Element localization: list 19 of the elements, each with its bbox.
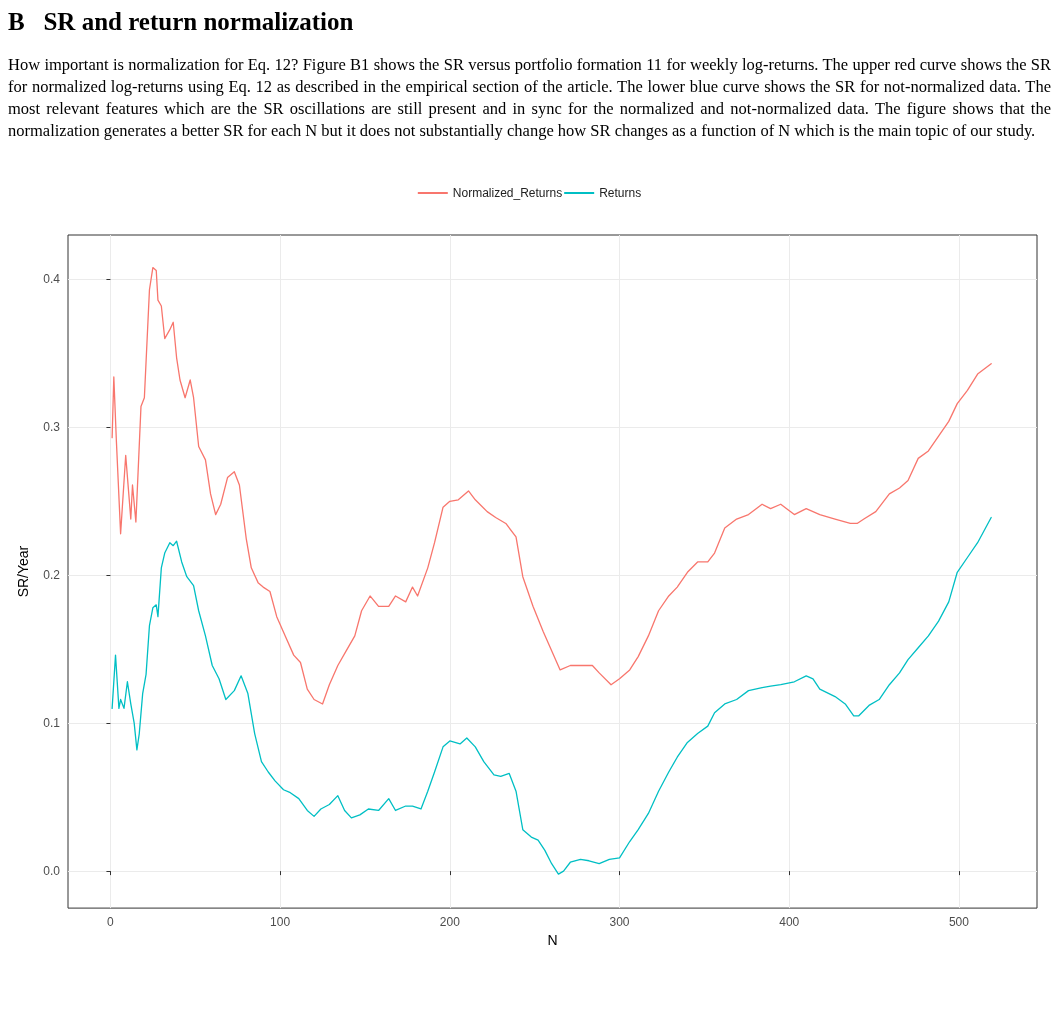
y-tick-label: 0.0 [43,864,61,879]
x-tick-label: 400 [779,915,800,930]
x-tick-label: 200 [439,915,461,930]
x-tick-label: 300 [609,915,630,930]
y-tick-label: 0.3 [43,420,61,435]
y-tick-label: 0.4 [43,272,61,287]
x-tick-label: 0 [107,915,115,930]
y-tick-label: 0.2 [43,568,61,583]
legend-label: Returns [599,186,642,200]
x-tick-label: 100 [270,915,291,930]
line-series [111,516,992,875]
y-axis-title: SR/Year [15,545,31,598]
line-series [111,266,992,705]
legend-label: Normalized_Returns [452,186,563,200]
chart-subtitle: How important is normalization for Eq. 12? Figure B1 shows the SR versus portfolio formation 11 for weekly log-returns. The upper red curve shows the SR for normalized log-returns using Eq. 12 as described in the empirical section of the article. The lower blue curve shows the SR for not-normalized data. The most relevant features which are the SR oscillations are still present and in sync for the normalized and not-normalized data. The figure shows that the normalization generates a better SR for each N but it does not substantially change how SR changes as a function of N which is the main topic of our study. [8,54,1051,142]
x-tick-label: 500 [948,915,970,930]
x-axis-title: N [547,932,558,948]
y-tick-label: 0.1 [43,716,61,731]
chart-title: B SR and return normalization [8,8,355,36]
